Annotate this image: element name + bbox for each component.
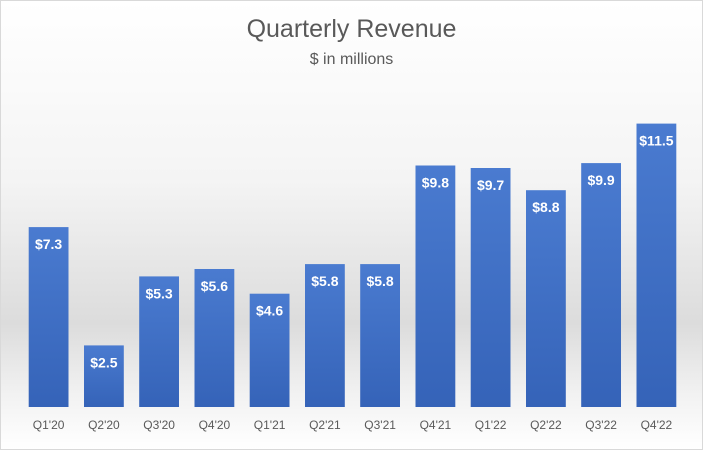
x-tick-label-10: Q3'22 xyxy=(585,418,617,432)
bar-value-label-1: $2.5 xyxy=(90,354,117,370)
bar-value-label-10: $9.9 xyxy=(587,172,614,188)
x-tick-label-6: Q3'21 xyxy=(364,418,396,432)
bar-value-label-7: $9.8 xyxy=(422,175,449,191)
x-tick-label-2: Q3'20 xyxy=(143,418,175,432)
bar-value-label-9: $8.8 xyxy=(532,199,559,215)
x-tick-label-8: Q1'22 xyxy=(475,418,507,432)
x-axis-tick-labels: Q1'20 Q2'20 Q3'20 Q4'20 Q1'21 Q2'21 Q3'21 Q4'21… xyxy=(33,418,673,432)
bar-7 xyxy=(415,165,456,407)
bar-0 xyxy=(28,227,69,407)
bar-4 xyxy=(249,293,290,407)
bar-9 xyxy=(526,190,566,407)
bar-6 xyxy=(360,264,400,407)
bar-value-label-6: $5.8 xyxy=(366,273,393,289)
x-tick-label-1: Q2'20 xyxy=(88,418,120,432)
bar-10 xyxy=(581,163,621,407)
x-tick-label-3: Q4'20 xyxy=(199,418,231,432)
x-tick-label-11: Q4'22 xyxy=(641,418,673,432)
chart-subtitle: $ in millions xyxy=(309,51,394,68)
x-tick-label-0: Q1'20 xyxy=(33,418,65,432)
bars-layer xyxy=(28,123,677,407)
bar-value-label-5: $5.8 xyxy=(311,273,338,289)
bar-value-label-2: $5.3 xyxy=(145,285,172,301)
bar-5 xyxy=(305,264,345,407)
x-tick-label-4: Q1'21 xyxy=(254,418,286,432)
x-tick-label-9: Q2'22 xyxy=(530,418,562,432)
bar-value-label-11: $11.5 xyxy=(639,133,673,149)
bar-value-label-0: $7.3 xyxy=(35,236,62,252)
bar-1 xyxy=(84,345,124,407)
bar-11 xyxy=(636,123,677,407)
bar-8 xyxy=(470,168,511,407)
chart-title: Quarterly Revenue xyxy=(246,15,457,43)
bar-value-label-4: $4.6 xyxy=(256,303,283,319)
bar-value-label-8: $9.7 xyxy=(477,177,504,193)
bar-2 xyxy=(139,276,179,407)
value-labels-layer: $7.3 $2.5 $5.3 $5.6 $4.6 $5.8 $5.8 $9.8 $9.7 $8.8… xyxy=(35,133,674,371)
bar-3 xyxy=(194,269,235,407)
bar-value-label-3: $5.6 xyxy=(201,278,228,294)
x-tick-label-7: Q4'21 xyxy=(420,418,452,432)
x-tick-label-5: Q2'21 xyxy=(309,418,341,432)
